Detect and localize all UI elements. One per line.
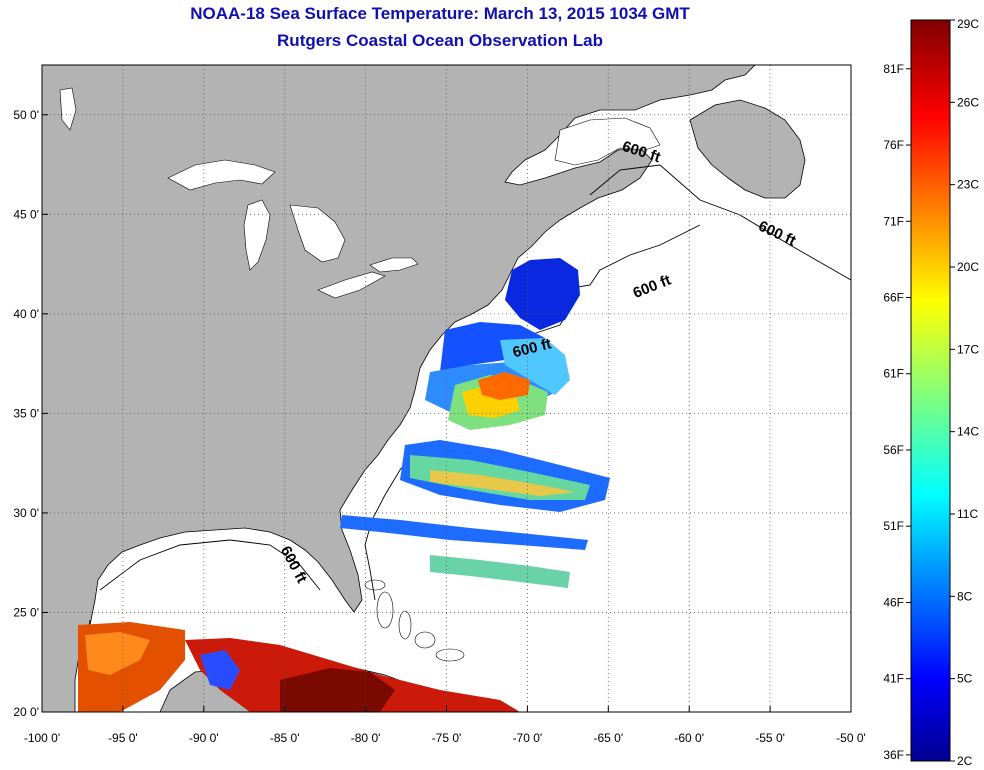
lon-tick-label: -65 0': [593, 731, 623, 745]
colorbar-label-c: 14C: [957, 425, 979, 439]
colorbar-label-f: 46F: [883, 595, 904, 609]
map-title: NOAA-18 Sea Surface Temperature: March 1…: [190, 4, 690, 23]
land-newfoundland: [689, 99, 806, 199]
latitude-axis: 20 0' 25 0' 30 0' 35 0' 40 0' 45 0' 50 0': [13, 108, 48, 719]
colorbar-label-c: 20C: [957, 260, 979, 274]
colorbar-label-c: 29C: [957, 17, 979, 31]
lake-superior: [167, 159, 276, 191]
colorbar-label-f: 56F: [883, 443, 904, 457]
longitude-axis: -100 0' -95 0' -90 0' -85 0' -80 0' -75 0' -70…: [24, 706, 866, 745]
map-subtitle: Rutgers Coastal Ocean Observation Lab: [277, 31, 603, 50]
colorbar-label-c: 23C: [957, 178, 979, 192]
bahamas-islands: [364, 579, 465, 662]
colorbar-label-c: 17C: [957, 342, 979, 356]
lon-tick-label: -90 0': [189, 731, 219, 745]
colorbar-label-c: 8C: [957, 589, 973, 603]
colorbar-label-f: 36F: [883, 748, 904, 762]
colorbar-label-f: 66F: [883, 290, 904, 304]
colorbar-fahrenheit-labels: 36F 41F 46F 51F 56F 61F 66F 71F 76F 81F: [883, 62, 911, 762]
colorbar-label-f: 81F: [883, 62, 904, 76]
lat-tick-label: 40 0': [13, 307, 39, 321]
colorbar-label-f: 41F: [883, 672, 904, 686]
lon-tick-label: -80 0': [351, 731, 381, 745]
grid-lines: [42, 65, 851, 712]
colorbar-label-c: 11C: [957, 507, 978, 521]
colorbar-celsius-labels: 2C 5C 8C 11C 14C 17C 20C 23C 26C 29C: [950, 17, 979, 768]
lake-michigan: [243, 199, 271, 271]
lon-tick-label: -70 0': [513, 731, 543, 745]
lon-tick-label: -75 0': [432, 731, 462, 745]
gulf-st-lawrence: [554, 117, 661, 166]
land-north-america: [42, 65, 756, 712]
lon-tick-label: -85 0': [270, 731, 300, 745]
lat-tick-label: 50 0': [13, 108, 39, 122]
colorbar-label-f: 71F: [883, 214, 904, 228]
colorbar-label-c: 26C: [957, 95, 979, 109]
lon-tick-label: -100 0': [24, 731, 60, 745]
colorbar-label-c: 5C: [957, 672, 973, 686]
lon-tick-label: -95 0': [108, 731, 138, 745]
lake-ontario: [369, 257, 419, 273]
colorbar-label-f: 51F: [883, 519, 904, 533]
lon-tick-label: -55 0': [755, 731, 785, 745]
colorbar: [910, 19, 951, 762]
lat-tick-label: 35 0': [13, 406, 39, 420]
lake-huron: [289, 204, 346, 263]
colorbar-label-f: 61F: [883, 367, 904, 381]
lon-tick-label: -50 0': [836, 731, 866, 745]
sst-swath: [78, 258, 610, 712]
lat-tick-label: 30 0': [13, 506, 39, 520]
lake-winnipeg: [59, 87, 77, 131]
lon-tick-label: -60 0': [674, 731, 704, 745]
colorbar-label-f: 76F: [883, 138, 904, 152]
lat-tick-label: 25 0': [13, 605, 39, 619]
lat-tick-label: 20 0': [13, 705, 39, 719]
lat-tick-label: 45 0': [13, 207, 39, 221]
colorbar-label-c: 2C: [957, 754, 973, 768]
lake-erie: [317, 271, 386, 299]
